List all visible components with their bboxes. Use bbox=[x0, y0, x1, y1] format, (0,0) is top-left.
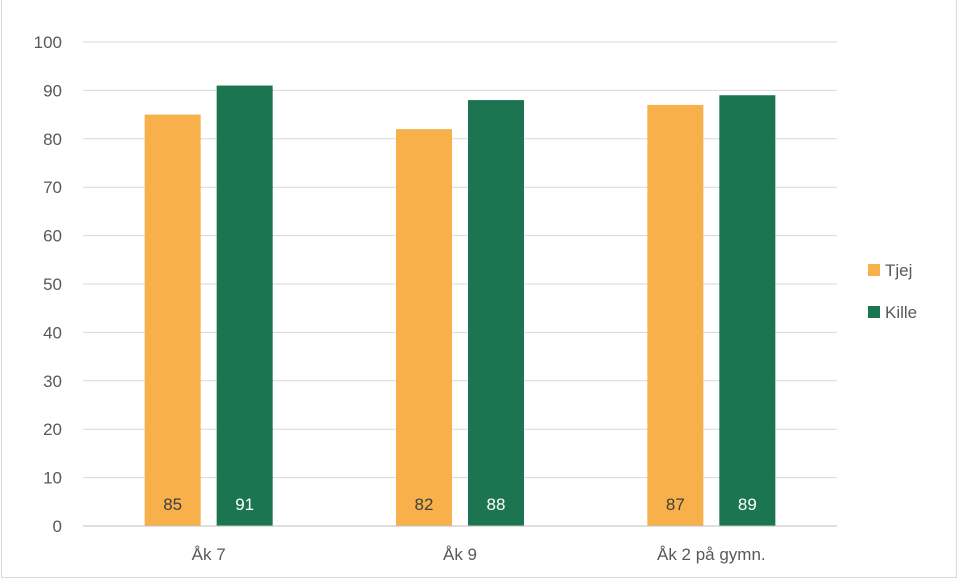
bar-tjej-1 bbox=[396, 129, 452, 526]
y-tick-label: 0 bbox=[53, 517, 62, 536]
x-tick-label: Åk 2 på gymn. bbox=[657, 545, 766, 564]
x-tick-label: Åk 9 bbox=[443, 545, 477, 564]
bar-kille-1 bbox=[468, 100, 524, 526]
y-tick-label: 90 bbox=[43, 81, 62, 100]
y-tick-label: 60 bbox=[43, 227, 62, 246]
bar-kille-2 bbox=[719, 95, 776, 527]
y-tick-label: 30 bbox=[43, 372, 62, 391]
y-tick-label: 40 bbox=[43, 323, 62, 342]
data-label: 89 bbox=[738, 495, 757, 514]
legend-label-kille: Kille bbox=[885, 303, 917, 322]
y-tick-label: 10 bbox=[43, 469, 62, 488]
data-label: 82 bbox=[415, 495, 434, 514]
x-tick-label: Åk 7 bbox=[192, 545, 226, 564]
data-label: 91 bbox=[235, 495, 254, 514]
legend-swatch-tjej bbox=[868, 264, 880, 276]
y-tick-label: 80 bbox=[43, 130, 62, 149]
legend-label-tjej: Tjej bbox=[885, 261, 912, 280]
y-tick-label: 20 bbox=[43, 420, 62, 439]
y-tick-label: 50 bbox=[43, 275, 62, 294]
bar-tjej-2 bbox=[647, 104, 704, 527]
data-label: 88 bbox=[487, 495, 506, 514]
y-tick-label: 100 bbox=[34, 33, 62, 52]
y-tick-label: 70 bbox=[43, 178, 62, 197]
bar-kille-0 bbox=[216, 85, 273, 526]
data-label: 87 bbox=[666, 495, 685, 514]
data-label: 85 bbox=[163, 495, 182, 514]
bar-tjej-0 bbox=[144, 114, 201, 526]
legend-swatch-kille bbox=[868, 306, 880, 318]
